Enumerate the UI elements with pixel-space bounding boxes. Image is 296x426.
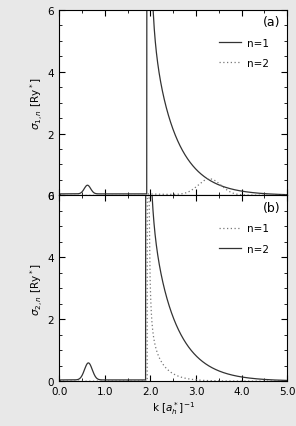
Text: (a): (a): [263, 16, 280, 29]
n=2: [57, 193, 61, 199]
n=2: [285, 193, 289, 199]
n=2: [195, 184, 199, 189]
n=1: [221, 184, 224, 190]
n=1: [195, 168, 199, 173]
Y-axis label: $\sigma_{2,n}$ $[\mathrm{Ry}^*]$: $\sigma_{2,n}$ $[\mathrm{Ry}^*]$: [28, 262, 45, 315]
n=2: [271, 377, 274, 383]
Y-axis label: $\sigma_{1,n}$ $[\mathrm{Ry}^*]$: $\sigma_{1,n}$ $[\mathrm{Ry}^*]$: [28, 77, 45, 130]
Line: n=1: n=1: [59, 196, 287, 381]
n=2: [144, 193, 147, 199]
n=1: [57, 193, 61, 199]
n=1: [145, 193, 149, 199]
n=1: [285, 193, 289, 198]
n=1: [221, 378, 224, 383]
n=1: [114, 379, 118, 384]
Line: n=2: n=2: [59, 196, 287, 381]
n=2: [195, 354, 199, 360]
n=1: [285, 379, 289, 384]
n=1: [204, 378, 207, 383]
n=1: [204, 176, 207, 181]
Line: n=2: n=2: [59, 179, 287, 196]
n=2: [57, 379, 61, 384]
n=1: [271, 192, 274, 197]
X-axis label: k $[a_h^*]^{-1}$: k $[a_h^*]^{-1}$: [152, 399, 195, 416]
n=2: [114, 193, 118, 199]
n=2: [271, 193, 274, 199]
n=2: [165, 296, 169, 302]
Legend: n=1, n=2: n=1, n=2: [214, 220, 273, 258]
n=2: [165, 192, 169, 197]
n=1: [57, 379, 61, 384]
Line: n=1: n=1: [59, 11, 287, 196]
Text: (b): (b): [263, 201, 280, 214]
n=2: [221, 184, 224, 190]
n=1: [114, 192, 118, 197]
n=2: [208, 177, 211, 182]
n=1: [165, 367, 169, 372]
n=2: [204, 178, 207, 183]
n=1: [165, 109, 169, 114]
n=1: [145, 8, 149, 13]
n=1: [195, 377, 199, 383]
n=2: [285, 378, 289, 383]
Legend: n=1, n=2: n=1, n=2: [214, 35, 273, 73]
n=2: [204, 361, 207, 366]
n=1: [271, 379, 274, 384]
n=2: [114, 377, 118, 383]
n=2: [221, 370, 224, 375]
